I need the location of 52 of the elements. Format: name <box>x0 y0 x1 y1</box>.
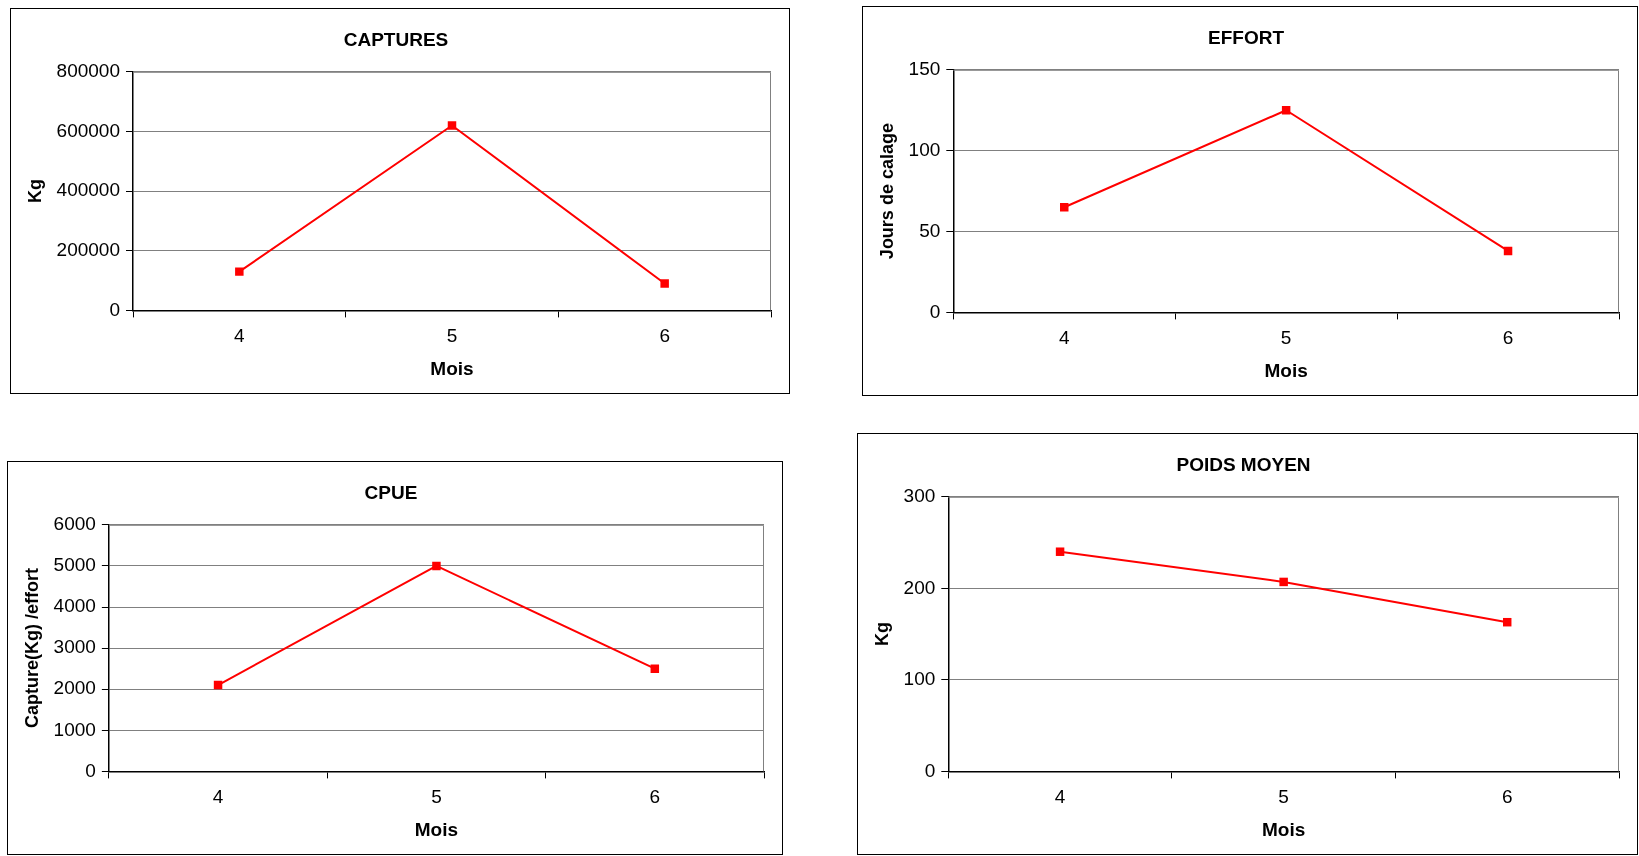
y-tick-label: 4000 <box>53 595 96 617</box>
y-tick-label: 50 <box>919 219 941 241</box>
y-tick-label: 100 <box>903 668 936 690</box>
x-axis-title: Mois <box>414 818 459 840</box>
y-tick-label: 100 <box>908 138 941 160</box>
x-tick-label: 5 <box>1278 786 1289 808</box>
y-tick-label: 150 <box>908 58 941 80</box>
y-tick-label: 6000 <box>53 513 96 535</box>
x-tick-label: 6 <box>649 786 661 808</box>
x-tick-label: 4 <box>1054 786 1066 808</box>
x-tick-label: 4 <box>212 786 224 808</box>
y-axis-title: Kg <box>871 622 892 647</box>
y-tick-label: 600000 <box>56 119 120 141</box>
x-axis-title: Mois <box>430 357 474 379</box>
chart-title: CPUE <box>364 481 418 503</box>
x-tick-label: 4 <box>1058 327 1070 349</box>
x-axis-title: Mois <box>1264 359 1308 381</box>
y-tick-label: 200000 <box>56 238 120 260</box>
point <box>1279 577 1288 587</box>
point <box>432 561 441 571</box>
y-tick-label: 0 <box>85 759 96 781</box>
y-tick-label: 400000 <box>56 179 120 201</box>
point <box>1060 203 1069 212</box>
y-tick-label: 2000 <box>53 677 96 699</box>
y-tick-label: 1000 <box>53 718 96 740</box>
x-tick-label: 5 <box>1280 327 1292 349</box>
y-tick-label: 200 <box>903 576 936 598</box>
x-tick-label: 5 <box>446 325 458 347</box>
point <box>660 279 669 288</box>
point <box>650 664 660 673</box>
y-tick-label: 0 <box>929 300 941 322</box>
y-tick-label: 3000 <box>53 636 96 658</box>
chart-title: POIDS MOYEN <box>1176 453 1311 475</box>
point <box>447 121 457 130</box>
y-tick-label: 0 <box>109 298 120 320</box>
x-axis-title: Mois <box>1262 818 1306 840</box>
y-tick-label: 300 <box>903 485 936 507</box>
chart-title: EFFORT <box>1208 26 1285 48</box>
chart-title: CAPTURES <box>343 28 449 50</box>
y-axis-title: Capture(Kg) /effort <box>21 568 42 729</box>
y-axis-title: Jours de calage <box>876 123 897 260</box>
y-tick-label: 5000 <box>53 554 96 576</box>
point <box>235 267 244 276</box>
x-tick-label: 4 <box>234 325 246 347</box>
x-tick-label: 6 <box>1501 786 1513 808</box>
x-tick-label: 5 <box>431 786 442 808</box>
x-tick-label: 6 <box>659 325 670 347</box>
y-axis-title: Kg <box>24 179 45 204</box>
y-tick-label: 800000 <box>56 60 120 82</box>
point <box>1055 547 1065 556</box>
x-tick-label: 6 <box>1502 327 1514 349</box>
y-tick-label: 0 <box>924 759 936 781</box>
